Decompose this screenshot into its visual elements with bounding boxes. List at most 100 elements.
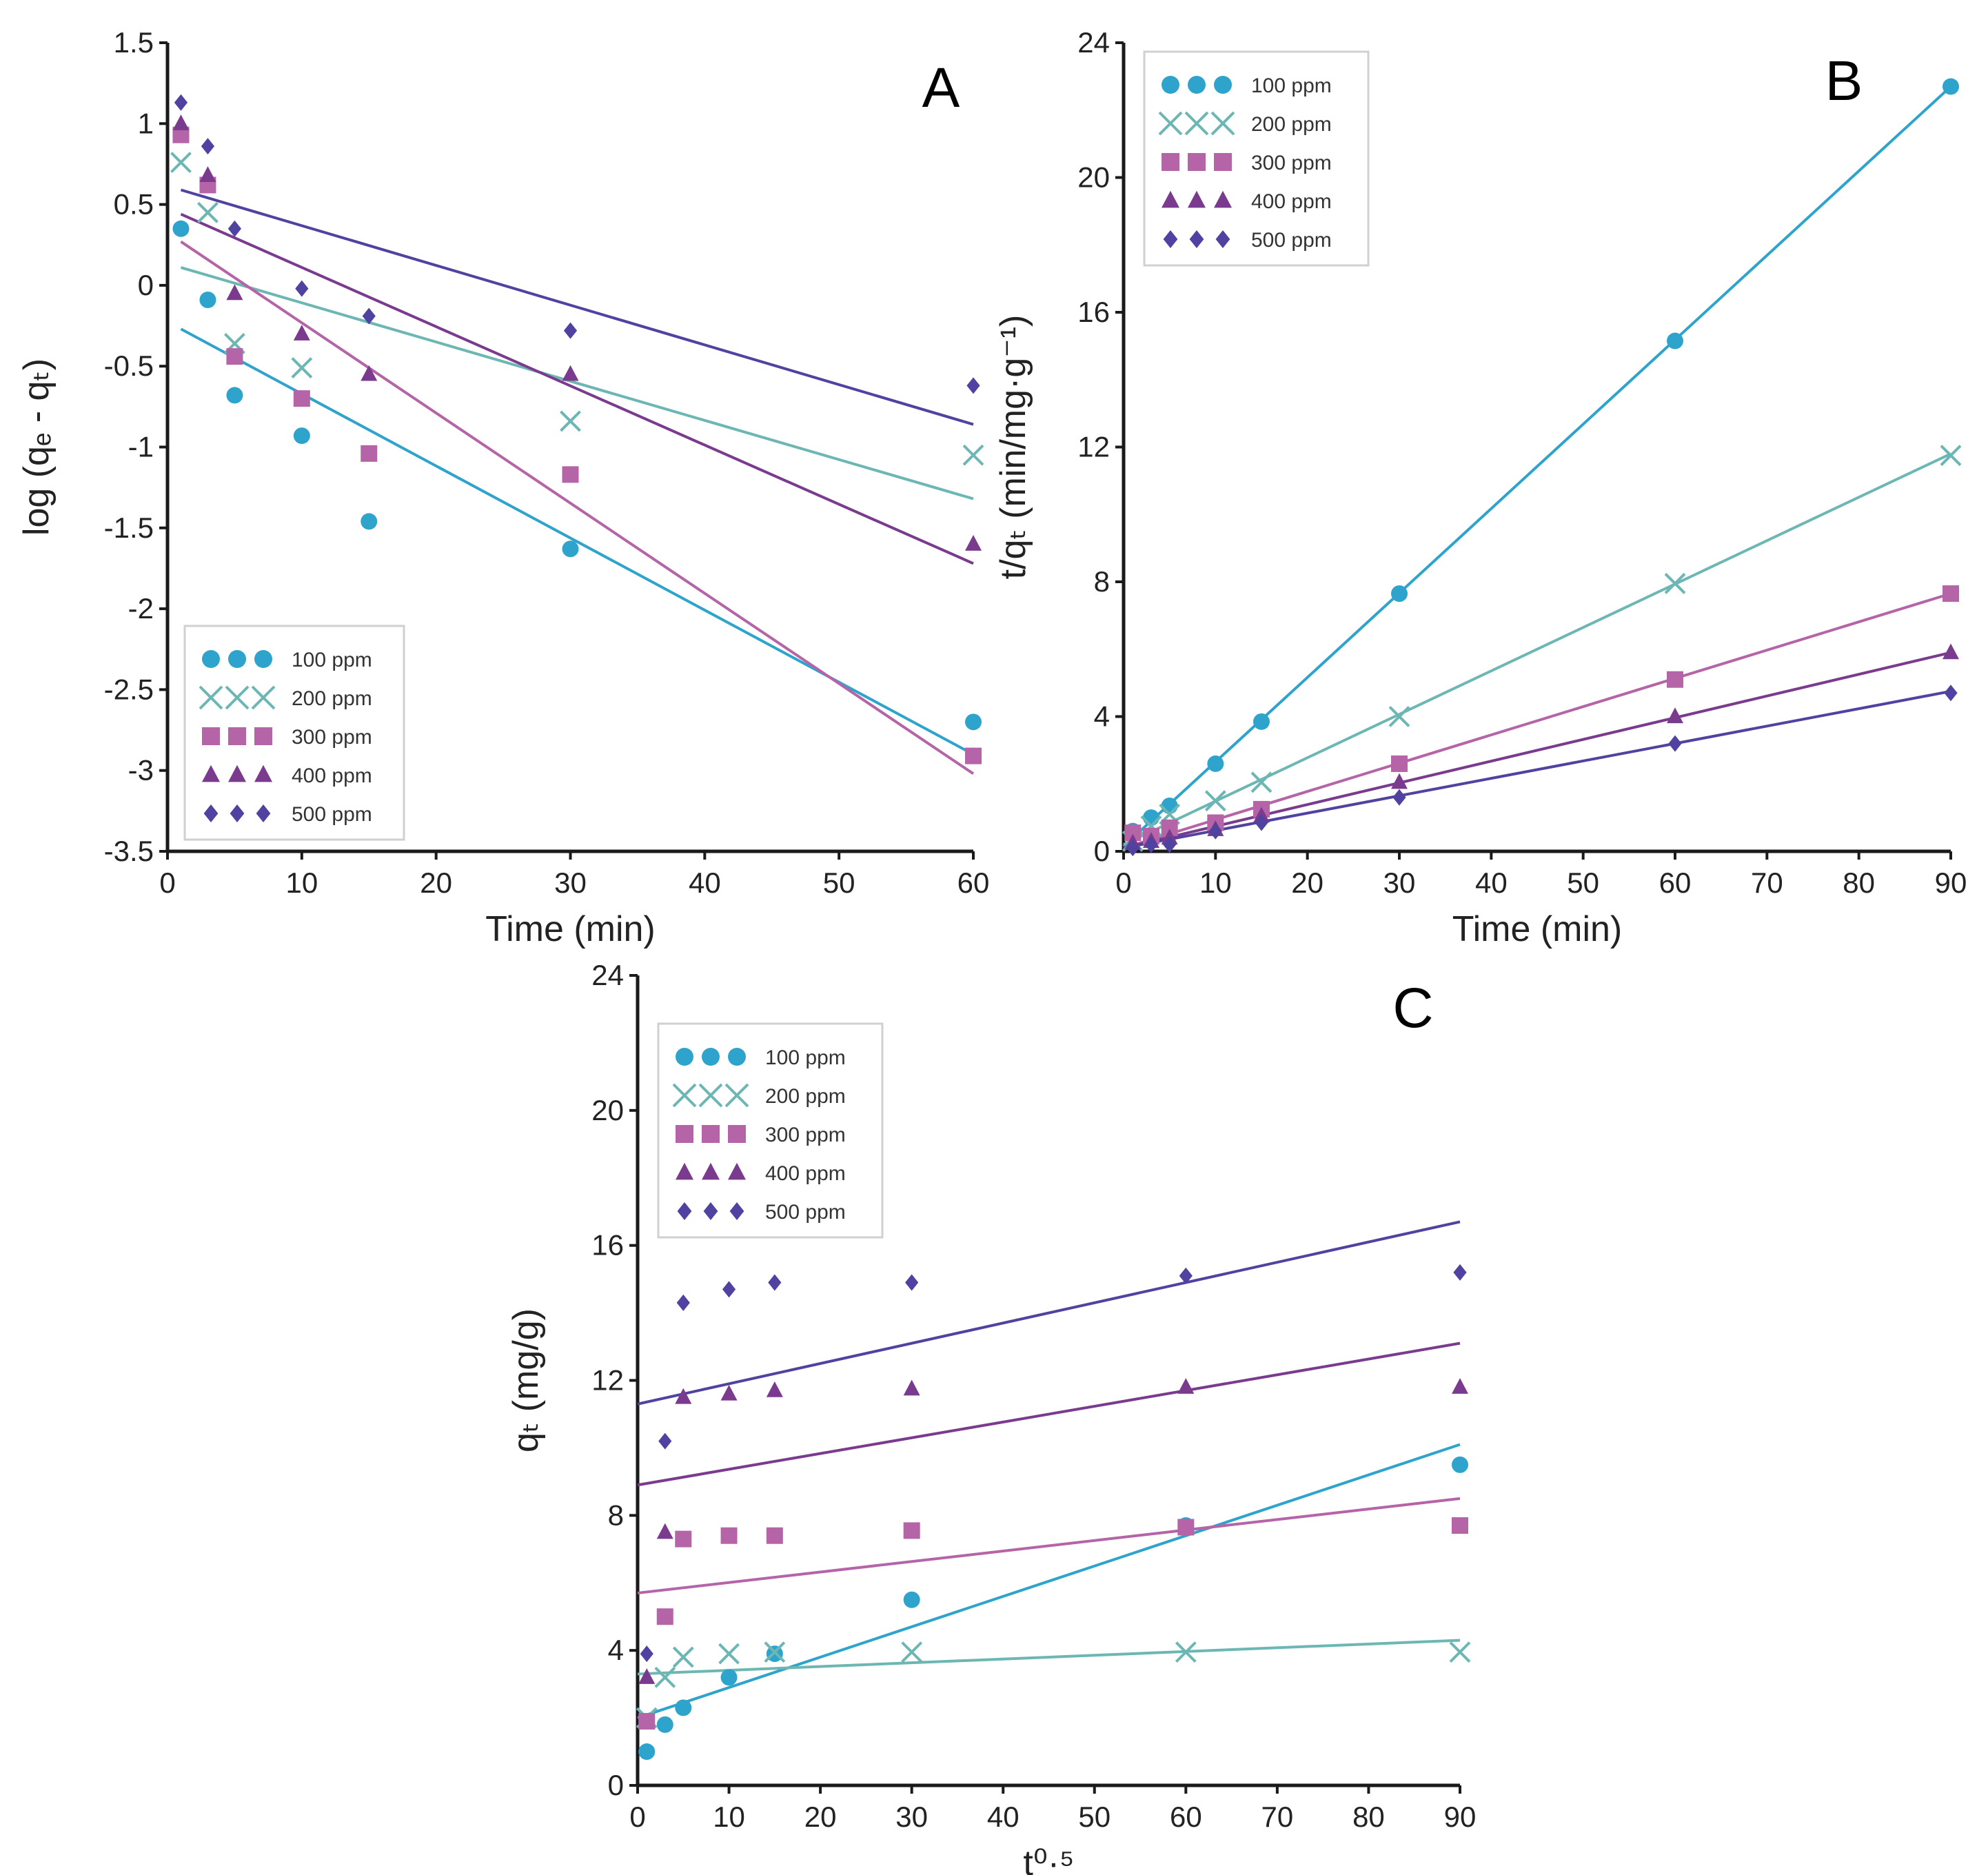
- data-point: [199, 292, 216, 309]
- legend-marker: [254, 650, 272, 668]
- y-tick-label: 8: [1094, 565, 1110, 598]
- data-point: [720, 1527, 738, 1544]
- data-point: [1449, 1641, 1471, 1663]
- data-point: [174, 94, 188, 111]
- data-point: [903, 1379, 920, 1396]
- data-point: [965, 747, 982, 764]
- series-500-ppm: [1126, 685, 1958, 857]
- legend-marker: [1189, 230, 1204, 248]
- data-point: [1453, 1264, 1467, 1281]
- panel-label: A: [922, 57, 960, 119]
- data-point: [362, 307, 376, 325]
- data-point: [1944, 685, 1958, 702]
- x-tick-label: 60: [1659, 866, 1692, 899]
- legend-marker: [728, 1048, 746, 1066]
- legend-marker: [729, 1202, 744, 1220]
- legend-item: 500 ppm: [677, 1201, 846, 1224]
- legend-marker: [698, 1083, 723, 1108]
- legend-marker: [230, 804, 245, 822]
- legend-item: 100 ppm: [1162, 74, 1332, 97]
- fit-line-300-ppm: [180, 240, 975, 776]
- legend-marker: [702, 1125, 720, 1143]
- legend-marker: [1188, 76, 1206, 94]
- series-300-ppm: [1124, 585, 1959, 845]
- data-point: [172, 220, 190, 237]
- series-100-ppm: [172, 220, 982, 731]
- panel-c-chart: 0 4 8 12 16 20 24 0 10 20 30 40 50 60 70 80 90 t⁰·⁵ qₜ (mg…: [506, 959, 1476, 1875]
- data-point: [656, 1608, 673, 1625]
- y-tick-label: 4: [608, 1634, 624, 1666]
- data-point: [293, 325, 310, 341]
- y-tick-label: -2: [128, 592, 154, 625]
- data-point: [1204, 790, 1226, 812]
- legend-item: 200 ppm: [199, 685, 372, 710]
- x-tick-label: 20: [420, 866, 452, 899]
- x-axis-title: t⁰·⁵: [1023, 1843, 1074, 1875]
- x-tick-label: 80: [1352, 1801, 1385, 1833]
- y-tick-label: 24: [591, 959, 624, 991]
- legend-item: 300 ppm: [676, 1124, 846, 1146]
- x-tick-label: 50: [1567, 866, 1599, 899]
- data-point: [1208, 822, 1222, 840]
- data-point: [172, 114, 190, 130]
- legend-marker: [702, 1162, 720, 1180]
- legend-item: 100 ppm: [202, 649, 372, 671]
- y-tick-label: 24: [1077, 26, 1110, 59]
- data-point: [1250, 771, 1272, 793]
- legend-marker: [676, 1162, 693, 1180]
- data-point: [1452, 1517, 1468, 1534]
- data-point: [768, 1274, 782, 1291]
- legend-label: 200 ppm: [1251, 113, 1332, 136]
- data-point: [720, 1669, 738, 1686]
- data-point: [1391, 773, 1408, 789]
- legend-marker: [1214, 153, 1232, 171]
- legend: 100 ppm 200 ppm 300 ppm 400 ppm 500 ppm: [183, 625, 405, 841]
- data-point: [560, 410, 581, 432]
- fit-line-400-ppm: [637, 1341, 1461, 1487]
- legend-marker: [251, 685, 276, 710]
- legend-box: [183, 625, 405, 841]
- x-tick-label: 10: [1199, 866, 1232, 899]
- legend-label: 200 ppm: [765, 1085, 846, 1108]
- data-point: [1388, 706, 1410, 727]
- data-point: [1161, 798, 1178, 815]
- fit-line-400-ppm: [180, 212, 974, 565]
- data-point: [903, 1522, 920, 1539]
- legend-label: 100 ppm: [1251, 74, 1332, 97]
- y-tick-label: 12: [1077, 431, 1110, 463]
- legend-marker: [1188, 153, 1206, 171]
- y-tick-label: 0: [1094, 835, 1110, 867]
- x-tick-label: 80: [1843, 866, 1875, 899]
- data-point: [1391, 585, 1408, 602]
- data-point: [675, 1530, 692, 1548]
- x-tick-label: 30: [895, 1801, 928, 1833]
- legend-item: 500 ppm: [203, 803, 372, 826]
- data-point: [766, 1527, 783, 1544]
- data-point: [675, 1388, 692, 1404]
- legend-item: 300 ppm: [1162, 152, 1332, 174]
- data-point: [1143, 809, 1159, 827]
- data-point: [1392, 789, 1406, 806]
- data-point: [361, 445, 378, 462]
- series-400-ppm: [172, 114, 982, 551]
- data-point: [1668, 735, 1682, 752]
- legend-item: 400 ppm: [1162, 190, 1332, 213]
- legend-label: 300 ppm: [292, 726, 372, 749]
- y-tick-label: 0: [138, 269, 154, 301]
- data-point: [675, 1699, 692, 1716]
- legend-label: 500 ppm: [292, 803, 372, 826]
- data-point: [1144, 836, 1158, 853]
- y-tick-label: 12: [591, 1364, 624, 1397]
- panel-label: B: [1825, 50, 1863, 112]
- y-tick-label: 20: [1077, 161, 1110, 194]
- x-tick-label: 40: [689, 866, 721, 899]
- legend-marker: [254, 764, 272, 782]
- legend-label: 300 ppm: [1251, 152, 1332, 174]
- legend-item: 200 ppm: [1158, 111, 1332, 136]
- data-point: [562, 365, 579, 381]
- data-point: [197, 201, 219, 223]
- fit-line-300-ppm: [637, 1497, 1461, 1594]
- x-tick-label: 60: [957, 866, 990, 899]
- data-point: [1664, 573, 1686, 594]
- x-tick-label: 90: [1935, 866, 1967, 899]
